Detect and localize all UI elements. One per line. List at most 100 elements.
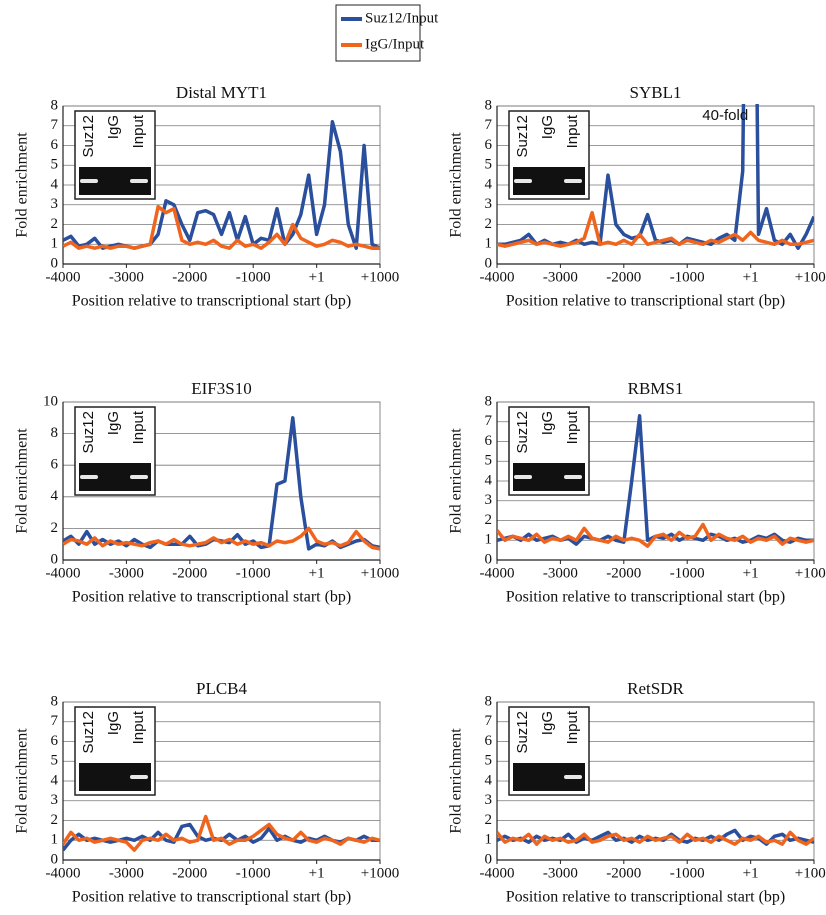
y-axis-label: Fold enrichment: [14, 728, 31, 834]
y-tick-label: 4: [51, 488, 59, 504]
x-axis-label: Position relative to transcriptional sta…: [506, 889, 786, 906]
x-axis-label: Position relative to transcriptional sta…: [506, 589, 786, 606]
x-tick-label: -3000: [543, 565, 578, 581]
x-tick-label: +1000: [361, 269, 399, 285]
x-tick-label: -3000: [543, 269, 578, 285]
gel-lane-label: IgG: [539, 711, 556, 735]
y-tick-label: 5: [51, 753, 59, 769]
gel-lane-label: IgG: [105, 115, 122, 139]
x-tick-label: -4000: [46, 269, 81, 285]
x-tick-label: -2000: [606, 269, 641, 285]
x-tick-label: -2000: [606, 865, 641, 881]
y-axis-label: Fold enrichment: [448, 132, 465, 238]
x-tick-label: -1000: [670, 565, 705, 581]
y-axis-label: Fold enrichment: [14, 132, 31, 238]
x-tick-label: -3000: [109, 565, 144, 581]
y-axis-label: Fold enrichment: [448, 728, 465, 834]
y-tick-label: 6: [51, 733, 59, 749]
y-tick-label: 4: [51, 772, 59, 788]
y-tick-label: 5: [485, 157, 493, 173]
x-axis-label: Position relative to transcriptional sta…: [72, 589, 352, 606]
y-tick-label: 1: [485, 832, 493, 848]
gel-band: [130, 179, 148, 183]
y-tick-label: 4: [485, 176, 493, 192]
y-tick-label: 2: [485, 216, 493, 232]
x-tick-label: +1000: [361, 565, 399, 581]
gel-lane-label: Input: [564, 710, 581, 744]
x-tick-label: +1000: [795, 865, 826, 881]
y-tick-label: 7: [485, 117, 493, 133]
gel-lane-label: IgG: [105, 711, 122, 735]
gel-band: [80, 475, 98, 479]
x-tick-label: -2000: [172, 565, 207, 581]
y-tick-label: 7: [485, 413, 493, 429]
x-tick-label: +1: [743, 865, 759, 881]
y-tick-label: 6: [51, 137, 59, 153]
y-tick-label: 1: [51, 236, 59, 252]
x-tick-label: -4000: [480, 865, 515, 881]
x-tick-label: -2000: [606, 565, 641, 581]
x-tick-label: -4000: [480, 269, 515, 285]
y-tick-label: 6: [485, 433, 493, 449]
gel-lane-label: IgG: [539, 411, 556, 435]
y-tick-label: 7: [485, 713, 493, 729]
x-tick-label: -1000: [670, 865, 705, 881]
y-axis-label: Fold enrichment: [14, 428, 31, 534]
y-tick-label: 6: [51, 457, 59, 473]
gel-band: [564, 179, 582, 183]
gel-band: [514, 475, 532, 479]
chart-title: RetSDR: [627, 679, 684, 698]
y-tick-label: 7: [51, 713, 59, 729]
y-tick-label: 3: [485, 792, 493, 808]
legend-label: IgG/Input: [365, 36, 425, 52]
y-tick-label: 3: [51, 792, 59, 808]
x-tick-label: +1: [743, 269, 759, 285]
gel-lane-label: Suz12: [80, 411, 97, 454]
y-tick-label: 3: [485, 492, 493, 508]
y-tick-label: 2: [485, 812, 493, 828]
x-tick-label: +1: [309, 269, 325, 285]
legend-label: Suz12/Input: [365, 10, 439, 26]
x-tick-label: -1000: [236, 565, 271, 581]
gel-lane-label: IgG: [539, 115, 556, 139]
y-tick-label: 2: [485, 512, 493, 528]
y-axis-label: Fold enrichment: [448, 428, 465, 534]
y-tick-label: 5: [485, 453, 493, 469]
y-tick-label: 2: [51, 520, 59, 536]
y-tick-label: 1: [485, 532, 493, 548]
gel-lane-label: IgG: [105, 411, 122, 435]
y-tick-label: 2: [51, 216, 59, 232]
y-tick-label: 4: [485, 472, 493, 488]
y-tick-label: 5: [485, 753, 493, 769]
y-tick-label: 8: [485, 97, 493, 113]
annotation: 40-fold: [702, 107, 748, 124]
gel-lane-label: Input: [564, 114, 581, 148]
gel-lane-label: Suz12: [514, 411, 531, 454]
gel-lane-label: Input: [130, 710, 147, 744]
gel-lane-label: Input: [130, 410, 147, 444]
x-tick-label: -1000: [236, 865, 271, 881]
x-tick-label: +1: [309, 565, 325, 581]
gel-band: [80, 179, 98, 183]
x-tick-label: -4000: [480, 565, 515, 581]
y-tick-label: 5: [51, 157, 59, 173]
gel-band: [130, 475, 148, 479]
x-tick-label: -1000: [236, 269, 271, 285]
gel-lane-label: Input: [564, 410, 581, 444]
chart-title: RBMS1: [628, 379, 684, 398]
y-tick-label: 3: [485, 196, 493, 212]
chart-title: EIF3S10: [191, 379, 251, 398]
x-tick-label: +1: [743, 565, 759, 581]
gel-band: [130, 775, 148, 779]
y-tick-label: 6: [485, 733, 493, 749]
x-tick-label: -4000: [46, 565, 81, 581]
x-axis-label: Position relative to transcriptional sta…: [72, 889, 352, 906]
x-tick-label: +1000: [795, 269, 826, 285]
x-axis-label: Position relative to transcriptional sta…: [506, 293, 786, 310]
x-tick-label: +1000: [795, 565, 826, 581]
gel-lane-label: Suz12: [80, 711, 97, 754]
y-tick-label: 4: [51, 176, 59, 192]
gel-band: [564, 475, 582, 479]
chart-title: PLCB4: [196, 679, 248, 698]
chart-title: SYBL1: [630, 83, 682, 102]
